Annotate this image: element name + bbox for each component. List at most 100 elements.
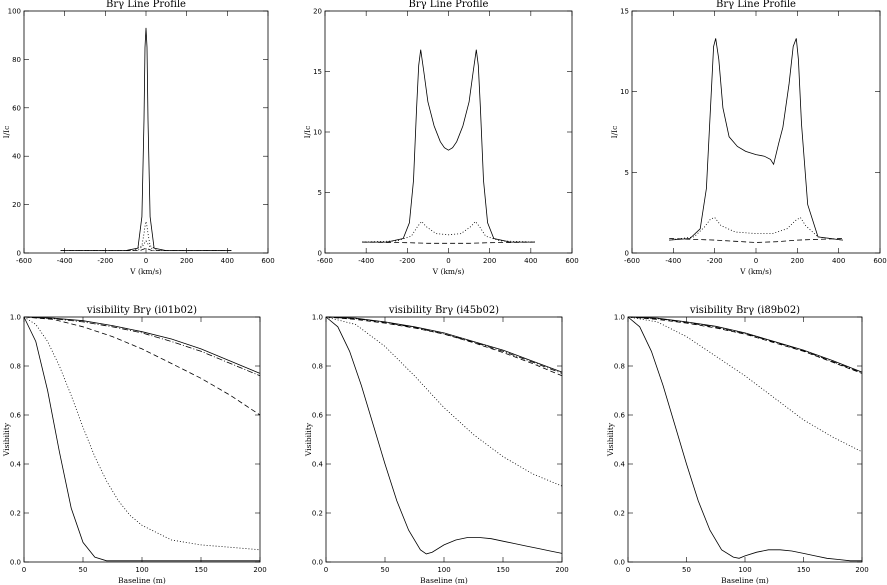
y-tick-label: 0.0	[10, 559, 21, 567]
y-axis-label: Visibility	[2, 422, 11, 457]
x-tick-label: 200	[253, 566, 266, 574]
series-line-1	[23, 316, 260, 562]
x-tick-label: 0	[22, 566, 26, 574]
x-tick-label: 200	[791, 257, 804, 265]
chart-panel-4: visibility Brγ (i01b02) 0 50 100 150 200 0.0 0.…	[2, 305, 267, 585]
series-line-1	[60, 27, 232, 252]
y-tick-label: 20	[313, 8, 322, 16]
chart-title: Brγ Line Profile	[106, 0, 186, 10]
y-tick-label: 60	[12, 104, 21, 112]
series-line-2	[23, 316, 261, 551]
series-line-5	[23, 316, 261, 377]
plot-frame	[324, 10, 573, 254]
x-tick-label: 600	[565, 257, 578, 265]
y-tick-label: 0	[17, 250, 21, 258]
plot-frame	[23, 10, 269, 254]
x-tick-label: 100	[135, 566, 148, 574]
x-axis-label: Baseline (m)	[420, 576, 468, 585]
x-tick-label: -200	[707, 257, 723, 265]
y-tick-label: 5	[318, 189, 322, 197]
x-tick-label: 0	[754, 257, 758, 265]
x-tick-label: -400	[358, 257, 374, 265]
x-tick-label: -400	[665, 257, 681, 265]
x-tick-label: 600	[261, 257, 274, 265]
x-tick-label: 100	[437, 566, 450, 574]
x-tick-label: -200	[97, 257, 113, 265]
x-axis-label: Baseline (m)	[118, 576, 166, 585]
y-axis-label: I/Ic	[610, 126, 619, 139]
chart-panel-3: Brγ Line Profile -600 -400 -200 0 200 400 600 0 5…	[610, 0, 887, 276]
series-line-4	[23, 316, 261, 374]
x-tick-label: -600	[317, 257, 333, 265]
y-tick-label: 0.2	[10, 510, 21, 518]
series-line-1	[362, 49, 535, 243]
x-tick-label: 400	[832, 257, 845, 265]
y-tick-label: 100	[8, 8, 21, 16]
chart-panel-1: Brγ Line Profile -600 -400 -200 0 200 400 600 0 2…	[2, 0, 275, 276]
plot-frame	[627, 316, 863, 563]
chart-title: Brγ Line Profile	[409, 0, 489, 10]
series-line-4	[325, 316, 563, 373]
y-tick-label: 1.0	[10, 314, 21, 322]
series-line-4	[627, 316, 863, 373]
y-tick-label: 0.6	[10, 412, 22, 420]
x-tick-label: -200	[399, 257, 415, 265]
y-tick-label: 10	[620, 88, 629, 96]
series-line-2	[60, 221, 232, 252]
x-axis-label: Baseline (m)	[721, 576, 769, 585]
x-tick-label: 50	[381, 566, 390, 574]
x-tick-label: 400	[524, 257, 537, 265]
series-line-2	[669, 216, 843, 241]
series-line-1	[325, 316, 563, 555]
x-tick-label: 200	[855, 566, 868, 574]
x-tick-label: 200	[483, 257, 496, 265]
series-line-1	[627, 316, 862, 562]
series-line-3	[325, 316, 563, 377]
x-axis-label: V (km/s)	[739, 267, 772, 276]
y-axis-label: I/Ic	[2, 126, 11, 139]
chart-panel-6: visibility Brγ (i89b02) 0 50 100 150 200 0.0 0.…	[606, 305, 869, 585]
y-tick-label: 0.4	[10, 461, 22, 469]
y-tick-label: 0.8	[614, 363, 625, 371]
chart-title: visibility Brγ (i45b02)	[388, 305, 499, 316]
series-line-2	[325, 316, 563, 487]
x-tick-label: 150	[496, 566, 509, 574]
chart-panel-5: visibility Brγ (i45b02) 0 50 100 150 200 0.0 0.…	[304, 305, 569, 585]
y-tick-label: 0.8	[312, 363, 323, 371]
series-line-5	[325, 316, 563, 374]
x-tick-label: 200	[180, 257, 193, 265]
y-axis-label: I/Ic	[303, 126, 312, 139]
series-line-3	[669, 238, 843, 243]
y-tick-label: 20	[12, 201, 21, 209]
y-tick-label: 10	[313, 129, 322, 137]
series-line-3	[362, 241, 536, 244]
y-tick-label: 0.2	[614, 510, 625, 518]
y-tick-label: 0.2	[312, 510, 323, 518]
x-tick-label: -600	[16, 257, 32, 265]
y-tick-label: 0.0	[614, 559, 625, 567]
y-tick-label: 0.6	[614, 412, 626, 420]
x-tick-label: 0	[446, 257, 450, 265]
x-axis-label: V (km/s)	[432, 267, 465, 276]
chart-panel-2: Brγ Line Profile -600 -400 -200 0 200 400 600 0 5…	[303, 0, 579, 276]
y-tick-label: 0.4	[312, 461, 324, 469]
y-tick-label: 0.8	[10, 363, 21, 371]
x-tick-label: 50	[682, 566, 691, 574]
x-tick-label: 0	[626, 566, 630, 574]
chart-title: Brγ Line Profile	[716, 0, 796, 10]
y-axis-label: Visibility	[606, 422, 615, 457]
chart-title: visibility Brγ (i89b02)	[689, 305, 800, 316]
series-line-5	[627, 316, 863, 374]
x-axis-label: V (km/s)	[129, 267, 162, 276]
y-tick-label: 0	[318, 250, 322, 258]
series-line-2	[362, 220, 536, 243]
x-tick-label: 0	[144, 257, 148, 265]
x-tick-label: -600	[624, 257, 640, 265]
y-tick-label: 40	[12, 153, 21, 161]
y-tick-label: 1.0	[614, 314, 625, 322]
y-tick-label: 0.0	[312, 559, 323, 567]
y-tick-label: 0.6	[312, 412, 324, 420]
y-tick-label: 80	[12, 56, 21, 64]
series-line-3	[627, 316, 863, 374]
